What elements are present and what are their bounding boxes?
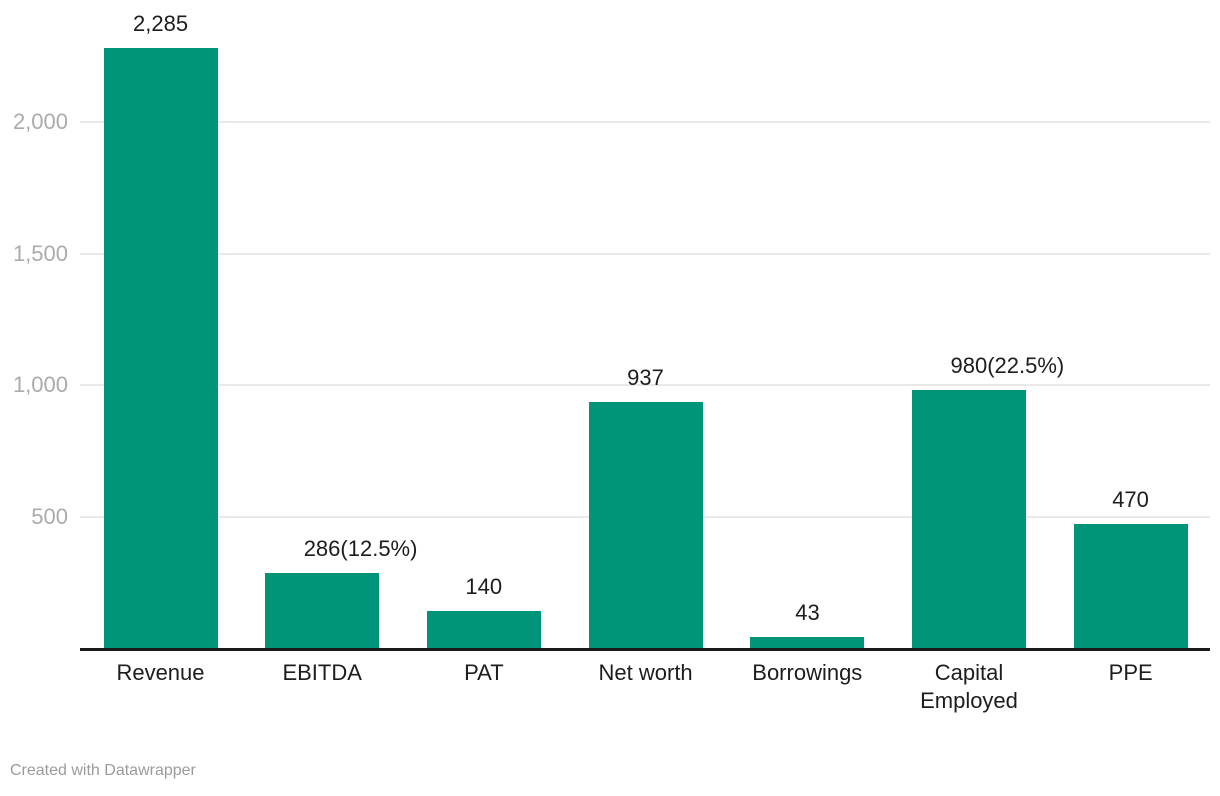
bar-value-number: 2,285 (133, 10, 189, 36)
bar-pat[interactable] (426, 611, 541, 648)
x-axis-category-label: Net worth (598, 660, 693, 685)
x-axis-line (80, 648, 1210, 651)
y-axis-tick-label: 2,000 (12, 109, 68, 135)
bar-ppe[interactable] (1073, 524, 1188, 648)
bar-value-label: 2,285 (133, 11, 188, 37)
bar-value-label: 470 (1112, 487, 1149, 513)
bar-value-number: 140 (465, 574, 503, 600)
y-axis-tick-label: 1,000 (12, 372, 68, 398)
x-axis-category-label: EBITDA (282, 660, 362, 685)
bar-value-number: 286 (303, 535, 341, 561)
bar-value-label: 980(22.5%) (951, 353, 1065, 379)
gridline (80, 384, 1210, 387)
gridline (80, 121, 1210, 124)
x-axis-category-label: PPE (1108, 660, 1153, 685)
bar-net-worth[interactable] (588, 401, 703, 648)
y-axis-tick-label: 500 (31, 503, 68, 529)
bar-value-number: 43 (795, 599, 820, 625)
bar-value-percentage: (22.5%) (987, 353, 1065, 379)
bar-value-label: 286(12.5%) (304, 536, 418, 562)
x-axis-category-label: Revenue (116, 660, 205, 685)
x-axis-category-label: PAT (464, 660, 504, 685)
datawrapper-credit-link[interactable]: Created with Datawrapper (10, 762, 196, 779)
bar-borrowings[interactable] (750, 636, 865, 648)
bar-value-number: 937 (627, 364, 664, 390)
bar-value-percentage: (12.5%) (340, 535, 418, 561)
y-axis-tick-label: 1,500 (12, 240, 68, 266)
bar-value-number: 980 (950, 353, 988, 379)
bar-value-label: 43 (795, 600, 819, 626)
bar-ebitda[interactable] (265, 572, 380, 648)
gridline (80, 252, 1210, 255)
bar-value-label: 937 (627, 365, 664, 391)
bar-revenue[interactable] (103, 47, 218, 648)
bar-capital-employed[interactable] (912, 390, 1026, 648)
x-axis-category-label: Capital Employed (920, 660, 1018, 713)
bar-value-label: 140 (465, 574, 502, 600)
x-axis-category-label: Borrowings (752, 660, 863, 685)
bar-value-number: 470 (1112, 487, 1149, 513)
